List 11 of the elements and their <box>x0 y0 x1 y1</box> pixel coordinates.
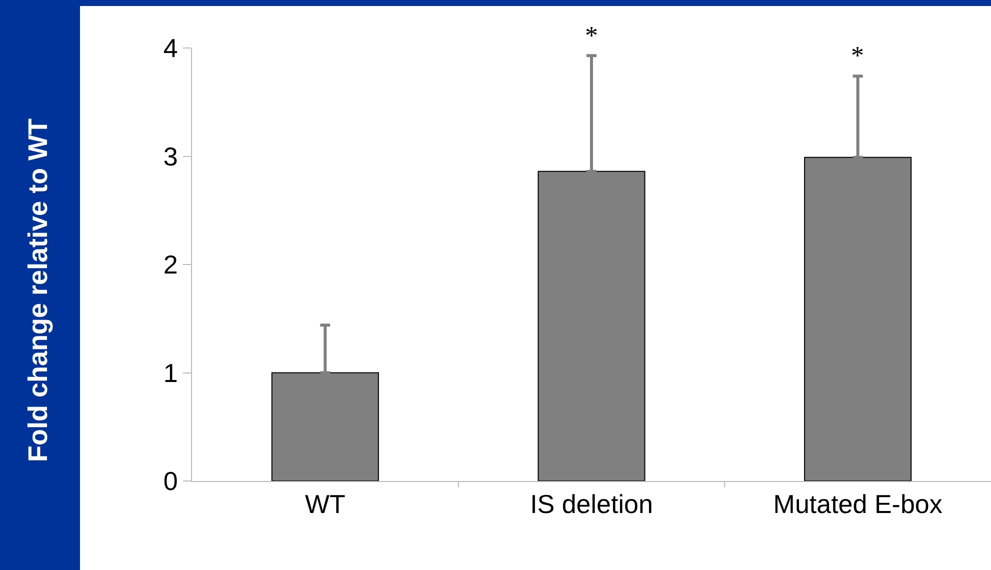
y-tick-label: 3 <box>163 141 178 172</box>
x-tick-label: Mutated E-box <box>773 489 942 520</box>
annotation: * <box>851 41 864 70</box>
x-tick-label: IS deletion <box>530 489 653 520</box>
y-tick-label: 2 <box>163 250 178 280</box>
annotation: * <box>585 21 598 50</box>
y-tick-label: 0 <box>163 466 178 496</box>
y-tick-label: 4 <box>163 33 178 64</box>
y-axis-title: Fold change relative to WT <box>23 118 53 462</box>
x-tick-label: WT <box>304 489 346 520</box>
y-tick-label: 1 <box>163 358 178 388</box>
